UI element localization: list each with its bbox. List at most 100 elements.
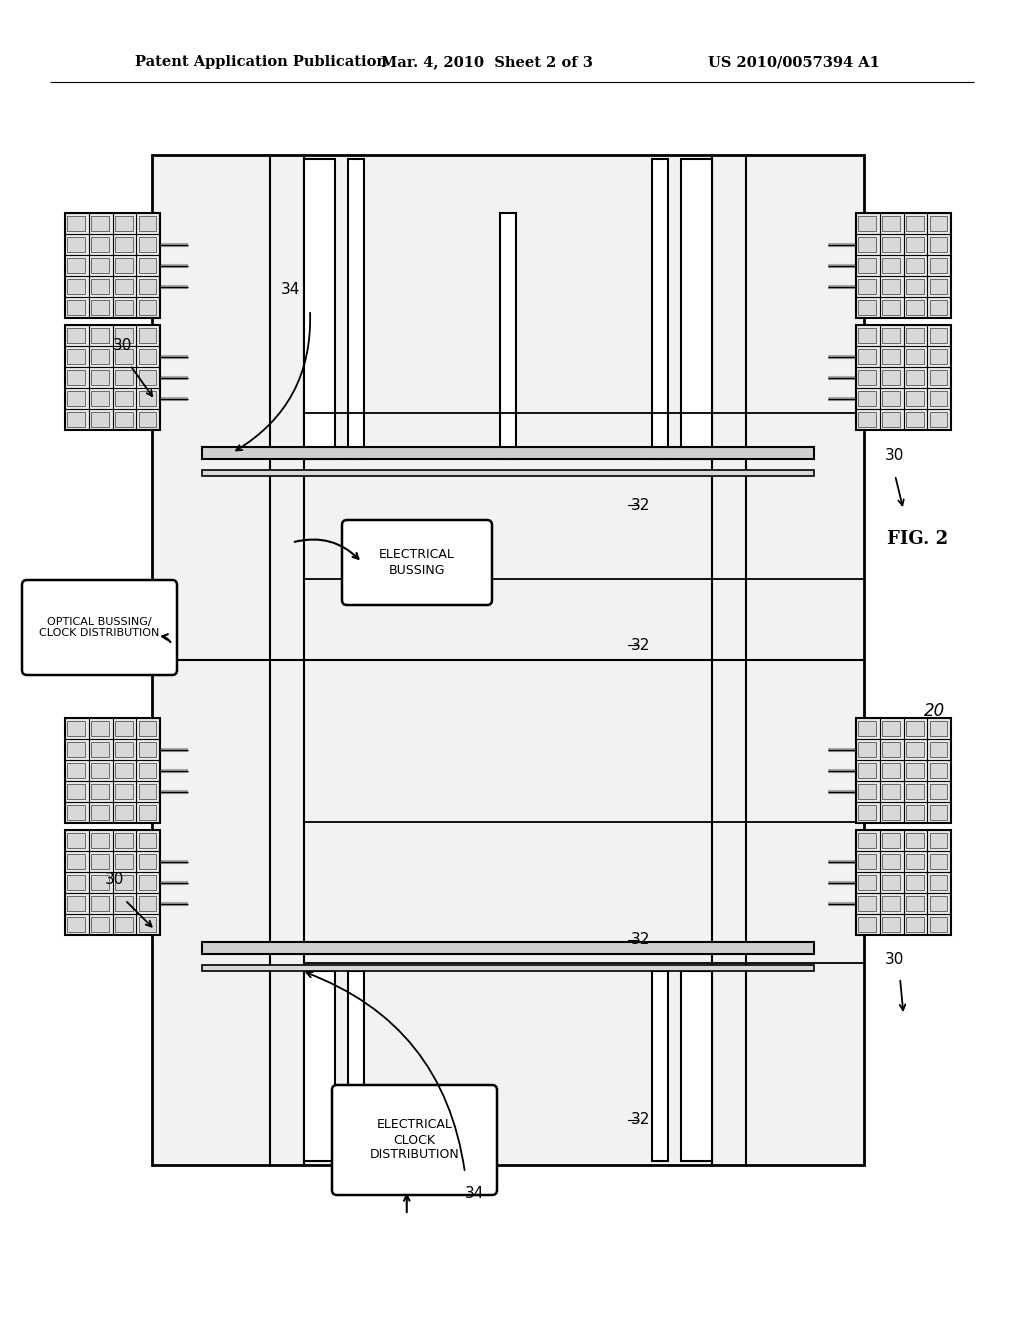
Text: 32: 32 [631,498,649,512]
Bar [856,325,951,430]
Bar [115,854,133,870]
Bar [152,154,864,1166]
Bar [138,348,157,364]
Bar [882,833,900,849]
Bar [906,742,924,758]
Bar [652,972,668,1162]
Bar [91,327,109,343]
Bar [91,763,109,779]
Bar [138,804,157,821]
Bar [304,972,335,1162]
Bar [930,895,947,912]
Bar [882,804,900,821]
Bar [138,257,157,273]
Bar [882,300,900,315]
Text: 34: 34 [281,282,300,297]
Bar [115,784,133,800]
Bar [68,327,85,343]
Text: 30: 30 [886,953,904,968]
Bar [68,804,85,821]
Bar [906,215,924,231]
Bar [930,391,947,407]
Bar [882,916,900,932]
Bar [930,763,947,779]
Text: ELECTRICAL
CLOCK
DISTRIBUTION: ELECTRICAL CLOCK DISTRIBUTION [370,1118,460,1162]
Bar [681,972,712,1162]
Bar [858,370,877,385]
Bar [202,942,814,954]
Bar [138,370,157,385]
Bar [68,279,85,294]
Bar [906,236,924,252]
Bar [91,412,109,428]
Bar [348,972,364,1162]
Text: ELECTRICAL
BUSSING: ELECTRICAL BUSSING [379,549,455,577]
FancyBboxPatch shape [332,1085,497,1195]
Bar [138,742,157,758]
Bar [882,895,900,912]
Bar [68,763,85,779]
Bar [906,370,924,385]
Bar [115,391,133,407]
Bar [930,300,947,315]
Bar [906,854,924,870]
FancyBboxPatch shape [342,520,492,605]
Bar [906,327,924,343]
Bar [138,721,157,737]
Bar [858,257,877,273]
Bar [882,412,900,428]
Bar [115,895,133,912]
Bar [882,763,900,779]
Bar [858,412,877,428]
Bar [858,854,877,870]
Text: 30: 30 [886,447,904,462]
Bar [858,391,877,407]
Bar [858,721,877,737]
Bar [858,348,877,364]
Bar [115,370,133,385]
Bar [930,804,947,821]
Bar [115,742,133,758]
Text: 32: 32 [631,1113,649,1127]
Bar [91,804,109,821]
Bar [68,916,85,932]
Bar [906,784,924,800]
Bar [882,854,900,870]
Bar [115,279,133,294]
Bar [68,300,85,315]
Bar [138,327,157,343]
Bar [882,391,900,407]
Bar [68,348,85,364]
Bar [138,279,157,294]
Text: FIG. 2: FIG. 2 [888,529,948,548]
Bar [882,348,900,364]
Bar [858,833,877,849]
Bar [138,391,157,407]
Bar [906,763,924,779]
Bar [68,784,85,800]
Text: 32: 32 [631,638,649,652]
Bar [91,279,109,294]
Bar [65,325,160,430]
Bar [115,763,133,779]
Bar [68,257,85,273]
Bar [930,279,947,294]
Bar [68,236,85,252]
Bar [858,916,877,932]
Bar [882,257,900,273]
Bar [930,257,947,273]
Bar [348,158,364,459]
Text: 32: 32 [631,932,649,948]
Bar [91,742,109,758]
Bar [858,215,877,231]
Bar [858,236,877,252]
Bar [652,158,668,459]
Bar [91,833,109,849]
Bar [138,412,157,428]
Text: 30: 30 [113,338,132,352]
Bar [115,875,133,891]
Bar [930,742,947,758]
Bar [91,916,109,932]
Bar [882,327,900,343]
Text: 20: 20 [925,701,945,719]
